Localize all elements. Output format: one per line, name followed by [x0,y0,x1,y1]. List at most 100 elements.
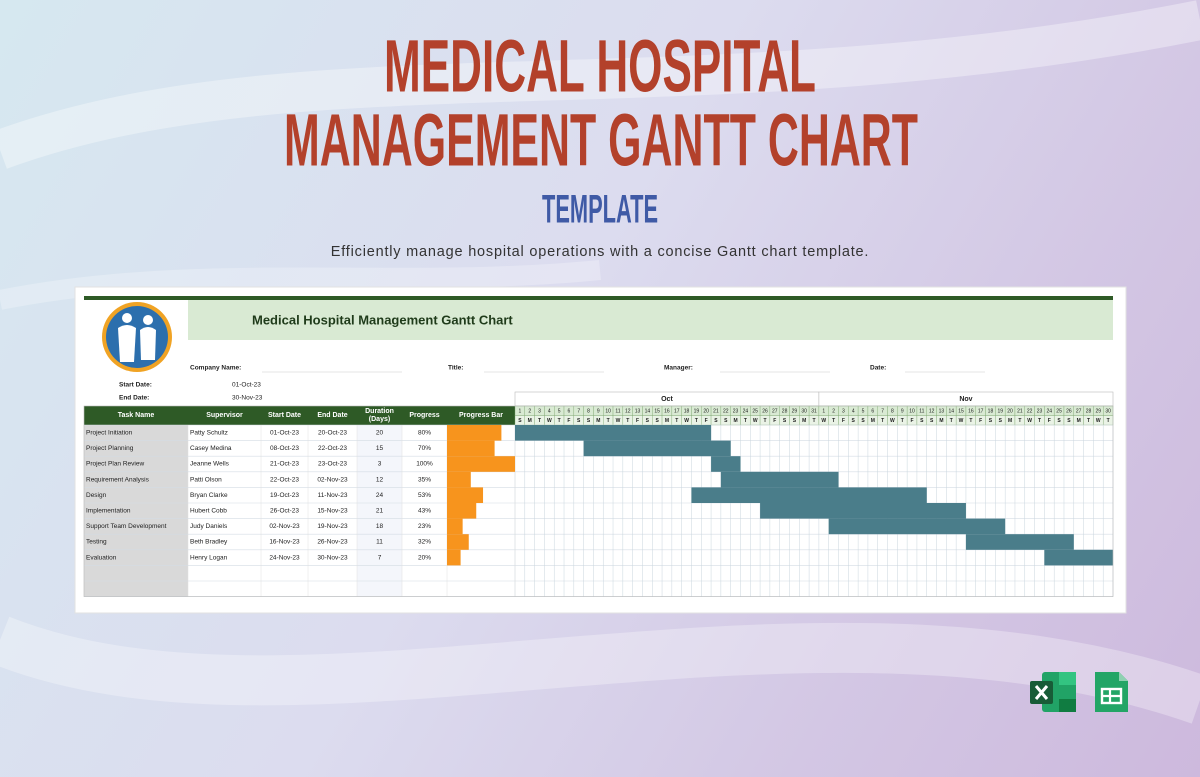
day-number: 16 [664,408,670,414]
day-number: 5 [558,408,561,414]
gantt-bar [691,487,927,503]
supervisor: Henry Logan [190,554,228,561]
day-number: 10 [605,408,611,414]
progress: 35% [418,476,431,483]
start-date: 22-Oct-23 [270,476,299,483]
day-number: 3 [842,408,845,414]
weekday-letter: S [714,418,718,424]
day-number: 25 [1056,408,1062,414]
day-number: 27 [1076,408,1082,414]
day-number: 30 [1105,408,1111,414]
day-number: 8 [891,408,894,414]
weekday-letter: S [1057,418,1061,424]
field-label: Title: [448,365,463,372]
weekday-letter: T [538,418,541,424]
weekday-letter: W [684,418,689,424]
day-number: 23 [1037,408,1043,414]
day-number: 24 [1046,408,1052,414]
day-number: 17 [674,408,680,414]
start-date: 08-Oct-23 [270,445,299,452]
weekday-letter: T [881,418,884,424]
gantt-bar [711,456,741,472]
duration: 15 [376,445,384,452]
day-number: 12 [625,408,631,414]
weekday-letter: M [733,418,737,424]
end-date: 22-Oct-23 [318,445,347,452]
weekday-letter: S [646,418,650,424]
progress: 80% [418,430,431,437]
weekday-letter: W [890,418,895,424]
day-number: 15 [654,408,660,414]
end-date: 26-Nov-23 [317,539,348,546]
day-number: 6 [568,408,571,414]
progress-bar [447,534,469,550]
task-name-column [84,425,188,597]
weekday-letter: S [999,418,1003,424]
weekday-letter: M [528,418,532,424]
day-number: 4 [548,408,551,414]
gantt-bar [965,534,1074,550]
progress-bar [447,518,463,535]
weekday-letter: T [812,418,815,424]
subtitle: Efficiently manage hospital operations w… [331,244,870,260]
weekday-letter: T [607,418,610,424]
gantt-bar [583,440,731,457]
duration: 11 [376,539,383,546]
weekday-letter: F [842,418,845,424]
column-header: Start Date [267,411,302,419]
duration: 18 [376,523,384,530]
weekday-letter: S [655,418,659,424]
progress-bar [447,456,515,472]
start-date: 19-Oct-23 [270,492,299,499]
weekday-letter: S [518,418,522,424]
table-border [83,405,1114,597]
gantt-bar [720,471,839,488]
weekday-letter: F [636,418,639,424]
progress: 70% [418,445,431,452]
excel-icon [1030,672,1076,712]
sheet-title: Medical Hospital Management Gantt Chart [252,312,513,327]
supervisor: Patty Schultz [190,430,228,437]
day-number: 13 [939,408,945,414]
gantt-bar [828,518,1006,535]
supervisor: Hubert Cobb [190,508,227,515]
day-number: 28 [782,408,788,414]
supervisor: Casey Medina [190,445,232,452]
weekday-letter: M [665,418,669,424]
weekday-letter: S [577,418,581,424]
progress-bar [447,440,495,457]
title-line: MEDICAL HOSPITAL [384,25,816,108]
weekday-letter: S [783,418,787,424]
column-header: Progress [409,411,440,419]
day-number: 17 [978,408,984,414]
title-line: TEMPLATE [542,188,658,232]
progress: 32% [418,539,431,546]
day-number: 7 [577,408,580,414]
end-date: 30-Nov-23 [317,554,348,561]
weekday-letter: F [705,418,708,424]
weekday-letter: T [695,418,698,424]
sheet-title-band [188,300,1113,340]
supervisor: Beth Bradley [190,539,228,546]
weekday-letter: M [802,418,806,424]
progress: 100% [416,461,433,468]
weekday-letter: T [744,418,747,424]
duration: 12 [376,476,384,483]
progress: 20% [418,554,431,561]
day-number: 2 [832,408,835,414]
task-name: Requirement Analysis [86,476,150,483]
supervisor: Bryan Clarke [190,492,228,499]
weekday-letter: T [675,418,678,424]
day-number: 18 [684,408,690,414]
task-name: Project Initiation [86,430,133,437]
day-number: 7 [881,408,884,414]
day-number: 29 [792,408,798,414]
weekday-letter: S [587,418,591,424]
weekday-letter: W [1096,418,1101,424]
header-row [84,406,515,425]
day-number: 22 [723,408,729,414]
weekday-letter: T [950,418,953,424]
weekday-letter: T [901,418,904,424]
field-label: Company Name: [190,365,241,372]
field-label: Date: [870,365,886,372]
